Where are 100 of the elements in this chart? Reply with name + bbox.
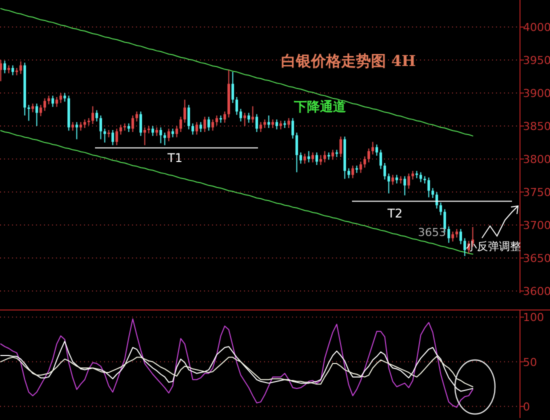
candlestick (51, 95, 54, 108)
text: 白银价格走势图 4H (280, 52, 416, 70)
candlestick (111, 130, 114, 146)
candlestick (351, 165, 354, 179)
candlestick (239, 108, 242, 122)
candlestick (199, 122, 202, 132)
candlestick (163, 132, 166, 146)
line-series (0, 318, 474, 408)
candlestick (339, 136, 342, 158)
candlestick (431, 188, 434, 198)
y-tick-label: 3650 (523, 252, 550, 266)
candlestick (251, 106, 254, 124)
candlestick (311, 152, 314, 163)
ref-line-label: T1 (166, 150, 182, 165)
candlestick (275, 118, 278, 130)
candlestick (3, 60, 6, 74)
candlestick (379, 149, 382, 170)
y-tick-label: 3850 (523, 120, 550, 134)
candlestick (463, 238, 466, 257)
candlestick (363, 156, 366, 168)
candlestick (295, 132, 298, 173)
candlestick (191, 122, 194, 136)
candlestick (447, 226, 450, 244)
candlestick (247, 112, 250, 124)
candlestick (231, 71, 234, 104)
candlestick (175, 126, 178, 138)
candlestick (179, 116, 182, 132)
candlestick (403, 176, 406, 196)
candlestick (139, 111, 142, 136)
candlestick (0, 60, 2, 82)
y-tick-label: 50 (523, 356, 537, 369)
candlestick (323, 150, 326, 163)
candlestick (439, 202, 442, 216)
candlestick (103, 128, 106, 144)
candlestick (35, 103, 38, 127)
candlestick (59, 92, 62, 104)
candlestick (99, 114, 102, 140)
candlestick (143, 126, 146, 146)
y-tick-label: 4000 (523, 21, 550, 34)
candlestick (207, 116, 210, 132)
candlestick (19, 60, 22, 74)
candlestick (203, 116, 206, 132)
candlestick (459, 228, 462, 245)
candlestick (375, 144, 378, 156)
candlestick (167, 128, 170, 142)
candlestick (11, 64, 14, 76)
candlestick (115, 128, 118, 146)
candlestick (55, 96, 58, 108)
candlestick (159, 126, 162, 144)
line-series (0, 340, 474, 392)
y-tick-label: 3700 (523, 219, 550, 232)
y-tick-label: 3750 (523, 186, 550, 200)
candlestick (27, 104, 30, 122)
candlestick (419, 172, 422, 183)
candlestick (367, 148, 370, 163)
candlestick (387, 173, 390, 194)
candlestick (259, 122, 262, 132)
candlestick (211, 118, 214, 132)
candlestick (407, 173, 410, 190)
candlestick (427, 177, 430, 198)
annotation: 下降通道 (293, 99, 347, 115)
y-tick-label: 0 (523, 400, 530, 414)
line-series (0, 356, 474, 388)
candlestick (307, 150, 310, 163)
ref-line-label: T2 (386, 206, 402, 220)
candlestick (383, 162, 386, 180)
candlestick (331, 149, 334, 160)
candlestick (95, 110, 98, 122)
candlestick (223, 111, 226, 124)
candlestick (267, 114, 270, 129)
candlestick (255, 114, 258, 132)
candlestick (39, 104, 42, 117)
candlestick (75, 122, 78, 140)
line-series (0, 8, 474, 136)
candlestick (359, 161, 362, 174)
candlestick (215, 114, 218, 126)
candlestick (195, 122, 198, 136)
candlestick (315, 152, 318, 166)
candlestick (243, 112, 246, 127)
candlestick (391, 174, 394, 186)
y-tick-label: 3900 (523, 87, 550, 100)
candlestick (299, 152, 302, 164)
y-tick-label: 3950 (523, 54, 550, 68)
candlestick (347, 168, 350, 179)
candlestick (235, 96, 238, 116)
candlestick (183, 99, 186, 124)
candlestick (151, 126, 154, 136)
candlestick (43, 98, 46, 112)
y-tick-label: 100 (523, 311, 544, 324)
y-tick-label: 3800 (523, 153, 550, 166)
candlestick (291, 118, 294, 140)
annotation: 3653 (418, 226, 446, 239)
candlestick (91, 106, 94, 125)
candlestick (319, 154, 322, 166)
candlestick (135, 111, 138, 122)
candlestick (187, 104, 190, 130)
candlestick (303, 153, 306, 164)
candlestick (119, 124, 122, 136)
candlestick (371, 141, 374, 155)
y-tick-label: 3600 (523, 285, 550, 298)
